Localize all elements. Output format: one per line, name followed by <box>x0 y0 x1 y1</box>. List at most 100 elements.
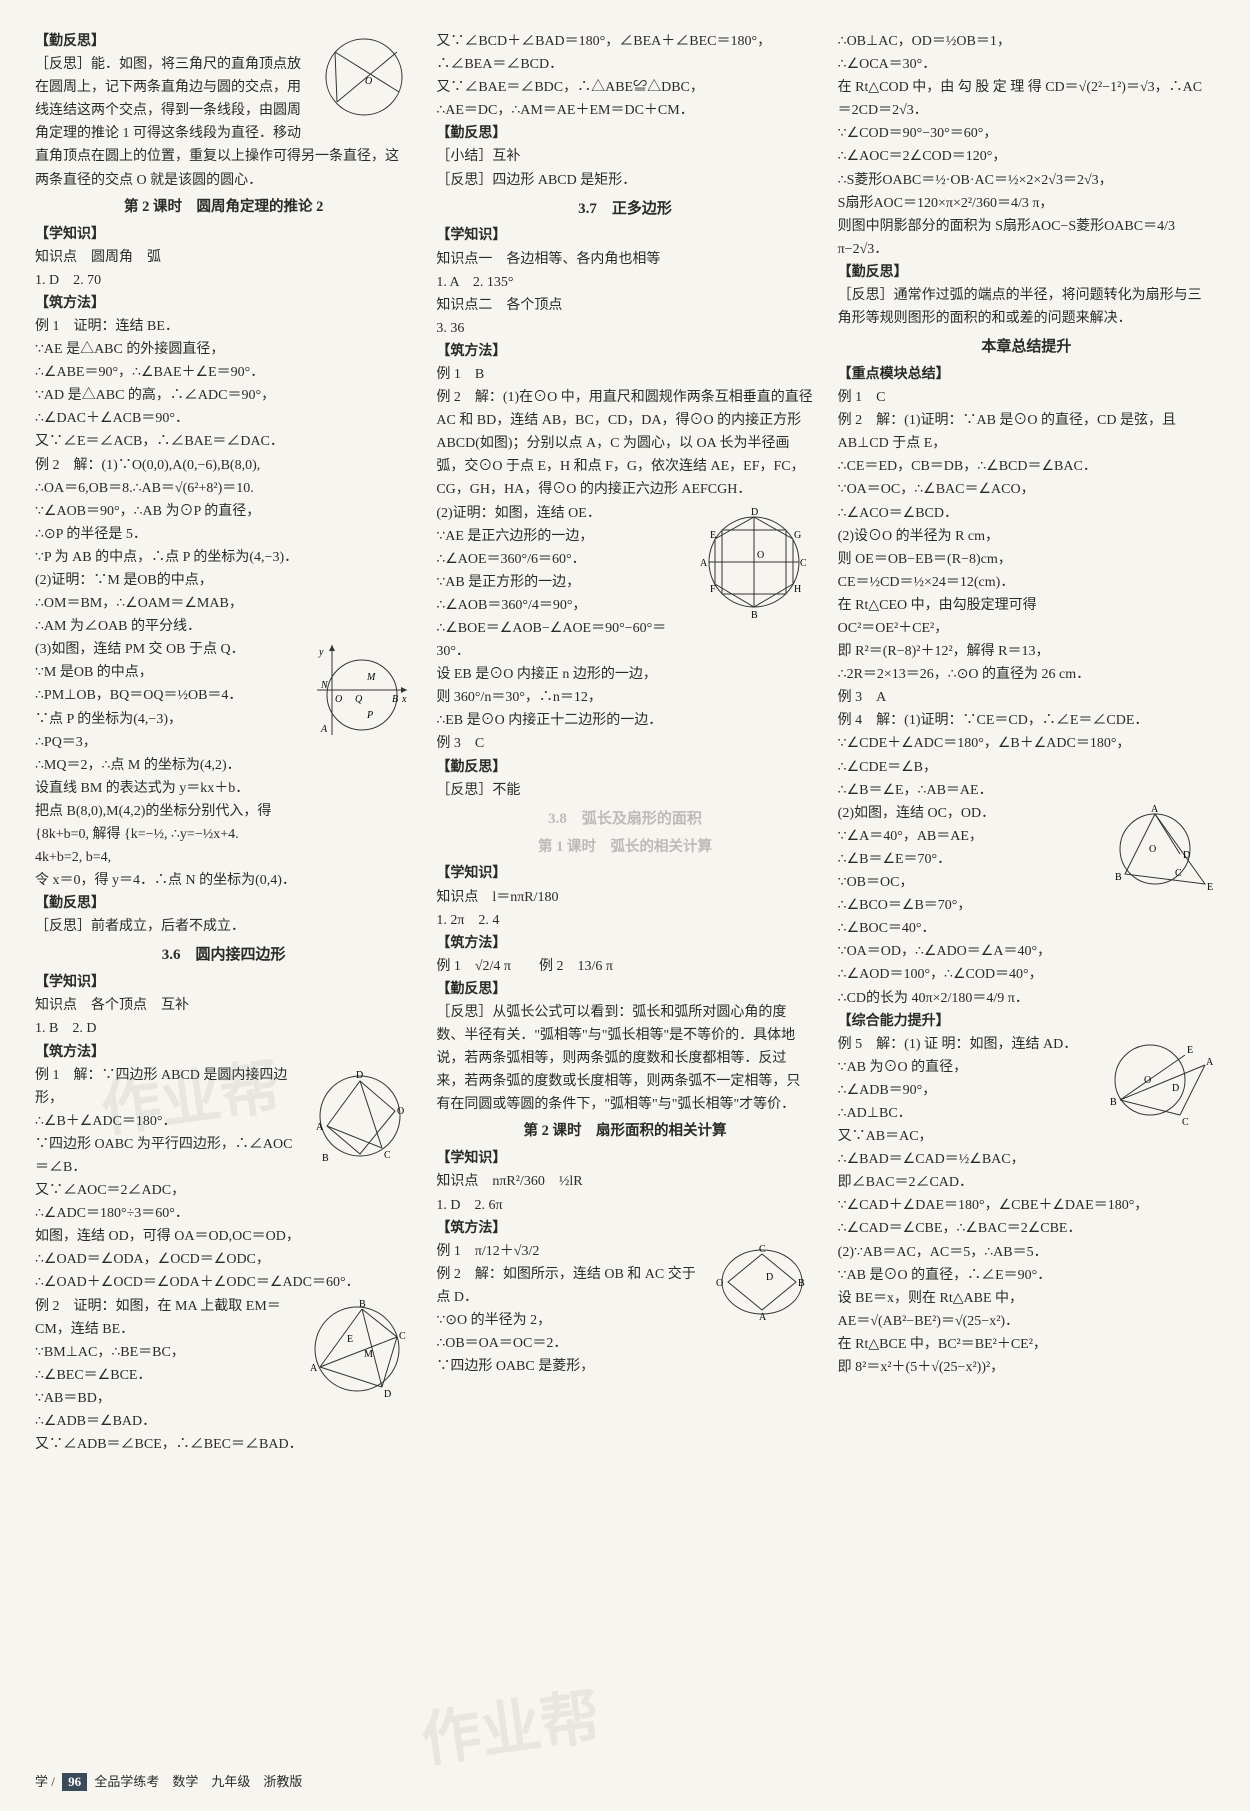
text: 4k+b=2, b=4, <box>35 846 412 869</box>
svg-text:Q: Q <box>355 694 363 705</box>
text: ∴∠CDE＝∠B， <box>838 756 1215 779</box>
text: ∴∠ABE＝90°，∴∠BAE＋∠E＝90°． <box>35 361 412 384</box>
text: ∴MQ＝2，∴点 M 的坐标为(4,2)． <box>35 754 412 777</box>
sec-head: 【学知识】 <box>436 1147 813 1170</box>
text: AE＝√(AB²−BE²)＝√(25−x²)． <box>838 1310 1215 1333</box>
text: ∴∠CAD＝∠CBE，∴∠BAC＝2∠CBE． <box>838 1217 1215 1240</box>
diagram-ex5: BC AE DO <box>1100 1035 1215 1125</box>
text: ［小结］互补 <box>436 145 813 168</box>
page-columns: O 【勤反思】 ［反思］能．如图，将三角尺的直角顶点放在圆周上，记下两条直角边与… <box>35 30 1215 1456</box>
text: 例 2 解：(1)∵O(0,0),A(0,−6),B(8,0), <box>35 454 412 477</box>
text: 在 Rt△COD 中，由 勾 股 定 理 得 CD＝√(2²−1²)＝√3，∴A… <box>838 76 1215 122</box>
svg-text:P: P <box>366 710 373 721</box>
svg-text:O: O <box>1144 1075 1151 1086</box>
text: ∵AE 是△ABC 的外接圆直径， <box>35 338 412 361</box>
column-3: ∴OB⊥AC，OD＝½OB＝1， ∴∠OCA＝30°． 在 Rt△COD 中，由… <box>838 30 1215 1456</box>
chapter-title-faint: 3.8 弧长及扇形的面积 <box>436 807 813 832</box>
svg-text:x: x <box>401 694 407 705</box>
lesson-title: 第 2 课时 圆周角定理的推论 2 <box>35 196 412 220</box>
text: 例 2 解：(1)在⊙O 中，用直尺和圆规作两条互相垂直的直径 AC 和 BD，… <box>436 386 813 501</box>
text: 又∵AB＝AC， <box>838 1125 1215 1148</box>
text: ［反思］不能 <box>436 779 813 802</box>
text: ∴S菱形OABC＝½·OB·AC＝½×2×2√3＝2√3， <box>838 169 1215 192</box>
svg-text:O: O <box>397 1106 404 1117</box>
footer-left: 学 / <box>35 1774 55 1789</box>
svg-text:B: B <box>798 1278 805 1289</box>
text: 如图，连结 OD，可得 OA＝OD,OC＝OD， <box>35 1225 412 1248</box>
sec-head: 【勤反思】 <box>838 261 1215 284</box>
svg-text:C: C <box>800 558 807 569</box>
text: 又∵∠E＝∠ACB，∴∠BAE＝∠DAC． <box>35 430 412 453</box>
sec-head: 【勤反思】 <box>436 756 813 779</box>
svg-text:F: F <box>710 584 716 595</box>
watermark: 作业帮 <box>415 1668 605 1779</box>
svg-text:E: E <box>710 530 716 541</box>
text: 即∠BAC＝2∠CAD． <box>838 1171 1215 1194</box>
text: CE＝½CD＝½×24＝12(cm)． <box>838 571 1215 594</box>
diagram-rhombus: CB AO D <box>714 1242 814 1322</box>
text: 1. A 2. 135° <box>436 271 813 294</box>
text: ∵OA＝OD，∴∠ADO＝∠A＝40°， <box>838 940 1215 963</box>
svg-text:B: B <box>322 1153 329 1164</box>
diagram-quad2: AB CD EM <box>302 1297 412 1402</box>
svg-text:D: D <box>356 1070 363 1081</box>
text: ∴CE＝ED，CB＝DB，∴∠BCD＝∠BAC． <box>838 455 1215 478</box>
svg-text:M: M <box>366 672 376 683</box>
svg-text:A: A <box>700 558 708 569</box>
lesson-title: 第 2 课时 扇形面积的相关计算 <box>436 1120 813 1144</box>
svg-text:O: O <box>335 694 342 705</box>
sec-head: 【学知识】 <box>35 223 412 246</box>
text: 又∵∠BCD＋∠BAD＝180°，∠BEA＋∠BEC＝180°，∴∠BEA＝∠B… <box>436 30 813 76</box>
svg-text:G: G <box>794 530 801 541</box>
text: (2)设⊙O 的半径为 R cm， <box>838 525 1215 548</box>
page-footer: 学 / 96 全品学练考 数学 九年级 浙教版 <box>35 1771 302 1791</box>
diagram-triangle: BA ED CO <box>1105 804 1215 899</box>
svg-text:E: E <box>347 1334 353 1345</box>
text: ∵∠AOB＝90°，∴AB 为⊙P 的直径， <box>35 500 412 523</box>
text: 知识点 圆周角 弧 <box>35 246 412 269</box>
text: 知识点 nπR²/360 ½lR <box>436 1170 813 1193</box>
text: ∴⊙P 的半径是 5． <box>35 523 412 546</box>
text: 知识点一 各边相等、各内角也相等 <box>436 248 813 271</box>
svg-text:D: D <box>1183 850 1190 861</box>
text: ∴OB⊥AC，OD＝½OB＝1， <box>838 30 1215 53</box>
sec-head: 【筑方法】 <box>436 1217 813 1240</box>
svg-text:O: O <box>716 1278 723 1289</box>
svg-text:D: D <box>1172 1083 1179 1094</box>
svg-text:A: A <box>1151 804 1159 815</box>
sec-head: 【筑方法】 <box>436 932 813 955</box>
text: 例 3 C <box>436 732 813 755</box>
sec-head: 【勤反思】 <box>436 978 813 1001</box>
text: ∴∠B＝∠E，∴AB＝AE． <box>838 779 1215 802</box>
text: 又∵∠ADB＝∠BCE，∴∠BEC＝∠BAD． <box>35 1433 412 1456</box>
text: 例 2 解：(1)证明：∵AB 是⊙O 的直径，CD 是弦，且 AB⊥CD 于点… <box>838 409 1215 455</box>
text: 则 OE＝OB−EB＝(R−8)cm， <box>838 548 1215 571</box>
text: 例 1 √2/4 π 例 2 13/6 π <box>436 955 813 978</box>
text: 则 360°/n＝30°，∴n＝12， <box>436 686 813 709</box>
svg-text:B: B <box>359 1299 366 1310</box>
text: ∵∠COD＝90°−30°＝60°， <box>838 122 1215 145</box>
text: 又∵∠BAE＝∠BDC，∴△ABE≌△DBC， <box>436 76 813 99</box>
text: ∵∠CAD＋∠DAE＝180°，∠CBE＋∠DAE＝180°， <box>838 1194 1215 1217</box>
diagram-coord: x y N O M Q B P A <box>307 640 412 740</box>
text: 例 1 C <box>838 386 1215 409</box>
text: ∴∠AOC＝2∠COD＝120°， <box>838 145 1215 168</box>
svg-text:A: A <box>316 1122 324 1133</box>
text: ［反思］从弧长公式可以看到：弧长和弧所对圆心角的度数、半径有关．"弧相等"与"弧… <box>436 1001 813 1116</box>
text: (2)∵AB＝AC，AC＝5，∴AB＝5． <box>838 1241 1215 1264</box>
text: 即 8²＝x²＋(5＋√(25−x²))²， <box>838 1356 1215 1379</box>
text: ∵∠CDE＋∠ADC＝180°，∠B＋∠ADC＝180°， <box>838 732 1215 755</box>
text: 设 EB 是⊙O 内接正 n 边形的一边， <box>436 663 813 686</box>
svg-text:H: H <box>794 584 801 595</box>
text: ∴OB＝OA＝OC＝2． <box>436 1332 813 1355</box>
sec-head: 【勤反思】 <box>436 122 813 145</box>
text: 则图中阴影部分的面积为 S扇形AOC−S菱形OABC＝4/3 π−2√3． <box>838 215 1215 261</box>
sec-head: 【筑方法】 <box>35 1041 412 1064</box>
chapter-title: 本章总结提升 <box>838 335 1215 360</box>
text: ［反思］通常作过弧的端点的半径，将问题转化为扇形与三角形等规则图形的面积的和或差… <box>838 284 1215 330</box>
text: ∴∠BOC＝40°． <box>838 917 1215 940</box>
text: 在 Rt△BCE 中，BC²＝BE²＋CE²， <box>838 1333 1215 1356</box>
lesson-title-faint: 第 1 课时 弧长的相关计算 <box>436 836 813 860</box>
text: OC²＝OE²＋CE²， <box>838 617 1215 640</box>
text: (2)证明：∵M 是OB的中点， <box>35 569 412 592</box>
